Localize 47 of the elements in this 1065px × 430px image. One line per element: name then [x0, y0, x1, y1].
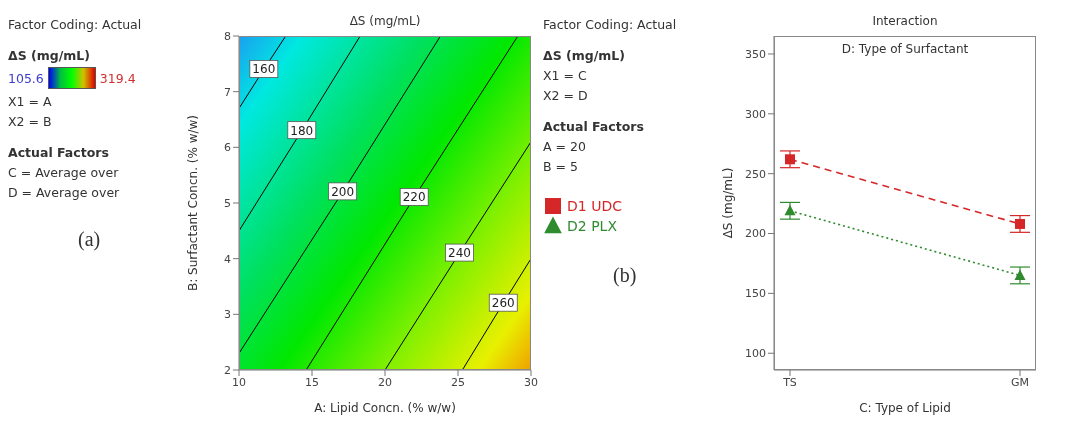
y-tick-label: 150 — [745, 287, 766, 301]
text: X1 = C — [543, 68, 588, 83]
text: Actual Factors — [8, 145, 110, 160]
text: Factor Coding: Actual — [8, 17, 143, 32]
x-tick-label: 20 — [378, 375, 392, 389]
x-tick-label: GM — [1010, 375, 1030, 389]
text: (b) — [612, 264, 638, 287]
text: Factor Coding: Actual — [543, 17, 678, 32]
text: X2 = D — [543, 88, 589, 103]
x-axis-title: C: Type of Lipid — [859, 401, 951, 415]
x-tick-label: 15 — [305, 375, 319, 389]
color-bar-title: ΔS (mg/mL) — [8, 48, 91, 63]
y-tick-label: 2 — [224, 363, 231, 377]
text: D = Average over — [8, 185, 121, 200]
text: 319.4 — [99, 70, 136, 86]
text: A = 20 — [543, 139, 587, 154]
y-tick-label: 200 — [745, 227, 766, 241]
x-tick-label: 10 — [232, 375, 246, 389]
y-tick-label: 8 — [224, 29, 231, 43]
legend-title: D: Type of Surfactant — [840, 42, 970, 56]
x-tick-label: 30 — [524, 375, 538, 389]
y-tick-label: 5 — [224, 196, 231, 210]
chart-title: Interaction — [871, 14, 939, 28]
y-tick-label: 300 — [745, 107, 766, 121]
text: ΔS (mg/mL) — [543, 48, 626, 63]
text: X1 = A — [8, 94, 53, 109]
x-axis-title: A: Lipid Concn. (% w/w) — [314, 401, 456, 415]
y-tick-label: 7 — [224, 85, 231, 99]
y-axis-title: B: Surfactant Concn. (% w/w) — [186, 114, 201, 292]
y-tick-label: 6 — [224, 141, 231, 155]
text: 105.6 — [8, 70, 44, 86]
y-tick-label: 4 — [224, 252, 231, 266]
text: Actual Factors — [543, 119, 645, 134]
legend-label: D1 UDC — [567, 198, 622, 214]
y-tick-label: 100 — [745, 347, 766, 361]
text: C = Average over — [8, 165, 120, 180]
y-axis-title: ΔS (mg/mL) — [721, 167, 736, 239]
x-tick-label: TS — [782, 375, 797, 389]
text: (a) — [77, 228, 102, 251]
x-tick-label: 25 — [451, 375, 465, 389]
y-tick-label: 250 — [745, 167, 766, 181]
legend-label: D2 PLX — [567, 218, 617, 234]
y-tick-label: 3 — [224, 308, 231, 322]
text: X2 = B — [8, 114, 53, 129]
text: B = 5 — [543, 159, 579, 174]
y-tick-label: 350 — [745, 47, 766, 61]
chart-title: ΔS (mg/mL) — [348, 14, 422, 28]
